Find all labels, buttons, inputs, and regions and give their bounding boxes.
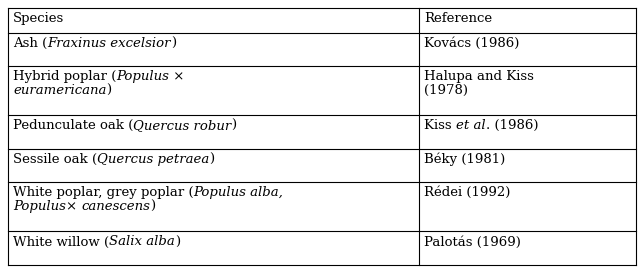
Text: Species: Species — [13, 12, 64, 25]
Text: Pedunculate oak (: Pedunculate oak ( — [13, 119, 133, 132]
Text: Hybrid poplar (: Hybrid poplar ( — [13, 70, 117, 83]
Text: Sessile oak (: Sessile oak ( — [13, 153, 97, 166]
Text: ): ) — [232, 119, 237, 132]
Text: Quercus robur: Quercus robur — [133, 119, 232, 132]
Text: Kovács (1986): Kovács (1986) — [424, 37, 520, 50]
Text: Béky (1981): Béky (1981) — [424, 153, 506, 166]
Text: Populus alba,: Populus alba, — [194, 186, 283, 199]
Text: . (1986): . (1986) — [486, 119, 538, 132]
Text: (1978): (1978) — [424, 84, 468, 97]
Text: Salix alba: Salix alba — [109, 236, 175, 248]
Text: ): ) — [175, 236, 180, 248]
Text: Populus: Populus — [13, 200, 66, 213]
Text: canescens: canescens — [81, 200, 150, 213]
Text: ×: × — [169, 70, 185, 83]
Text: Kiss: Kiss — [424, 119, 456, 132]
Text: Populus: Populus — [117, 70, 169, 83]
Text: White poplar, grey poplar (: White poplar, grey poplar ( — [13, 186, 194, 199]
Text: Palotás (1969): Palotás (1969) — [424, 236, 521, 248]
Text: Halupa and Kiss: Halupa and Kiss — [424, 70, 535, 83]
Text: Ash (: Ash ( — [13, 37, 47, 50]
Text: Rédei (1992): Rédei (1992) — [424, 186, 511, 199]
Text: ): ) — [209, 153, 214, 166]
Text: Fraxinus excelsior: Fraxinus excelsior — [47, 37, 171, 50]
Text: euramericana: euramericana — [13, 84, 106, 97]
Text: ): ) — [106, 84, 111, 97]
Text: ): ) — [171, 37, 176, 50]
Text: White willow (: White willow ( — [13, 236, 109, 248]
Text: et al: et al — [456, 119, 486, 132]
Text: ): ) — [150, 200, 155, 213]
Text: Reference: Reference — [424, 12, 493, 25]
Text: Quercus petraea: Quercus petraea — [97, 153, 209, 166]
Text: ×: × — [66, 200, 81, 213]
